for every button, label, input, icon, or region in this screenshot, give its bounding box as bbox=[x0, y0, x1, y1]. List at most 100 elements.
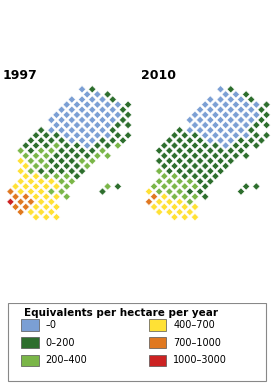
Polygon shape bbox=[176, 157, 183, 165]
Polygon shape bbox=[53, 121, 60, 129]
Polygon shape bbox=[37, 188, 45, 195]
Polygon shape bbox=[94, 101, 101, 108]
Polygon shape bbox=[217, 106, 224, 113]
Polygon shape bbox=[37, 178, 45, 185]
Polygon shape bbox=[191, 213, 199, 221]
Polygon shape bbox=[73, 132, 81, 139]
Polygon shape bbox=[155, 167, 163, 175]
Polygon shape bbox=[212, 121, 219, 129]
Polygon shape bbox=[53, 203, 60, 211]
Polygon shape bbox=[27, 147, 35, 154]
Bar bbox=[22, 337, 39, 349]
Polygon shape bbox=[124, 101, 132, 108]
Polygon shape bbox=[176, 147, 183, 154]
Polygon shape bbox=[99, 126, 106, 134]
Polygon shape bbox=[89, 106, 96, 113]
Polygon shape bbox=[68, 96, 76, 103]
Polygon shape bbox=[48, 157, 55, 165]
Polygon shape bbox=[207, 167, 214, 175]
Polygon shape bbox=[53, 111, 60, 118]
Polygon shape bbox=[32, 172, 40, 180]
Polygon shape bbox=[242, 132, 250, 139]
Polygon shape bbox=[212, 162, 219, 170]
Polygon shape bbox=[232, 152, 240, 159]
Polygon shape bbox=[114, 111, 122, 118]
Polygon shape bbox=[263, 121, 270, 129]
Polygon shape bbox=[166, 178, 173, 185]
Polygon shape bbox=[222, 152, 229, 159]
Polygon shape bbox=[181, 203, 188, 211]
Polygon shape bbox=[83, 91, 91, 98]
Polygon shape bbox=[222, 142, 229, 149]
Polygon shape bbox=[114, 142, 122, 149]
Polygon shape bbox=[99, 188, 106, 195]
Polygon shape bbox=[83, 132, 91, 139]
Polygon shape bbox=[104, 121, 111, 129]
Polygon shape bbox=[43, 193, 50, 200]
Polygon shape bbox=[263, 101, 270, 108]
Polygon shape bbox=[166, 157, 173, 165]
Polygon shape bbox=[17, 198, 24, 205]
Polygon shape bbox=[114, 132, 122, 139]
Polygon shape bbox=[217, 137, 224, 144]
Text: 1997: 1997 bbox=[3, 69, 37, 82]
Polygon shape bbox=[53, 172, 60, 180]
Polygon shape bbox=[22, 142, 29, 149]
Polygon shape bbox=[99, 137, 106, 144]
Polygon shape bbox=[237, 147, 245, 154]
Polygon shape bbox=[222, 162, 229, 170]
Polygon shape bbox=[58, 106, 65, 113]
Polygon shape bbox=[161, 183, 168, 190]
Polygon shape bbox=[73, 172, 81, 180]
Polygon shape bbox=[43, 162, 50, 170]
Polygon shape bbox=[32, 183, 40, 190]
Text: Equivalents per hectare per year: Equivalents per hectare per year bbox=[24, 308, 218, 318]
Polygon shape bbox=[212, 91, 219, 98]
Polygon shape bbox=[27, 167, 35, 175]
Polygon shape bbox=[222, 121, 229, 129]
Polygon shape bbox=[263, 132, 270, 139]
Polygon shape bbox=[232, 101, 240, 108]
Polygon shape bbox=[232, 111, 240, 118]
Polygon shape bbox=[78, 157, 86, 165]
Polygon shape bbox=[191, 203, 199, 211]
Polygon shape bbox=[155, 157, 163, 165]
Polygon shape bbox=[37, 198, 45, 205]
Polygon shape bbox=[232, 91, 240, 98]
Polygon shape bbox=[237, 137, 245, 144]
Polygon shape bbox=[12, 183, 19, 190]
Polygon shape bbox=[89, 96, 96, 103]
Polygon shape bbox=[258, 137, 265, 144]
Polygon shape bbox=[186, 208, 194, 216]
Polygon shape bbox=[68, 126, 76, 134]
Polygon shape bbox=[17, 167, 24, 175]
Polygon shape bbox=[53, 142, 60, 149]
Polygon shape bbox=[48, 178, 55, 185]
Bar bbox=[149, 319, 166, 331]
Polygon shape bbox=[237, 96, 245, 103]
Polygon shape bbox=[248, 96, 255, 103]
Polygon shape bbox=[201, 111, 209, 118]
Text: 400–700: 400–700 bbox=[173, 320, 215, 330]
Polygon shape bbox=[119, 116, 127, 124]
Polygon shape bbox=[43, 132, 50, 139]
Polygon shape bbox=[53, 213, 60, 221]
Polygon shape bbox=[166, 147, 173, 154]
Polygon shape bbox=[32, 162, 40, 170]
Polygon shape bbox=[161, 152, 168, 159]
Polygon shape bbox=[186, 198, 194, 205]
Polygon shape bbox=[171, 183, 178, 190]
Polygon shape bbox=[32, 203, 40, 211]
Polygon shape bbox=[48, 208, 55, 216]
Polygon shape bbox=[48, 116, 55, 124]
Polygon shape bbox=[83, 142, 91, 149]
Bar bbox=[149, 355, 166, 366]
Polygon shape bbox=[176, 167, 183, 175]
Polygon shape bbox=[186, 126, 194, 134]
Polygon shape bbox=[32, 193, 40, 200]
Polygon shape bbox=[227, 116, 234, 124]
Polygon shape bbox=[53, 193, 60, 200]
Polygon shape bbox=[161, 142, 168, 149]
Polygon shape bbox=[22, 172, 29, 180]
Polygon shape bbox=[48, 167, 55, 175]
